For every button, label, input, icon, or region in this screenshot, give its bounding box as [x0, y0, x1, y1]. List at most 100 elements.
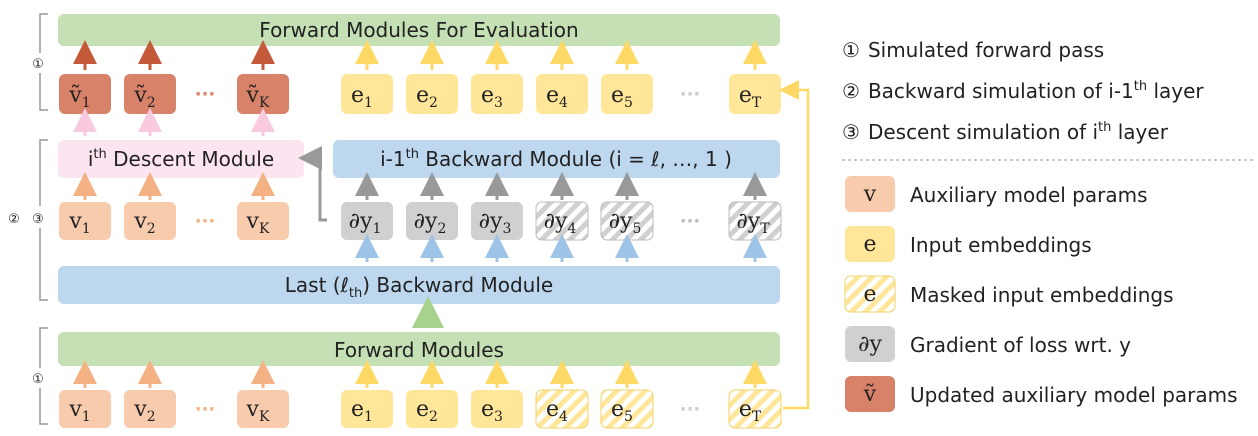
ellipsis: ··· — [680, 399, 701, 420]
legend: ① Simulated forward pass ② Backward simula… — [842, 38, 1255, 412]
embedding-label: eT — [739, 397, 762, 425]
descent-arrows — [73, 108, 275, 136]
embedding-box-masked — [535, 389, 589, 429]
embedding-label: e5 — [611, 397, 633, 425]
updated-param-box — [237, 74, 289, 114]
legend-symbol: v — [863, 182, 877, 207]
marker-bottom: ① — [32, 372, 44, 387]
gradient-row: ∂y1 ∂y2 ∂y3 ∂y4 ∂y5 ··· ∂yT — [341, 201, 782, 241]
gradient-label: ∂y4 — [544, 209, 577, 237]
embedding-box — [601, 74, 653, 114]
param-label: v1 — [68, 397, 90, 425]
forward-modules-label: Forward Modules — [334, 338, 504, 362]
legend-swatch-aux-params — [845, 176, 895, 212]
backward-module-box — [333, 140, 780, 178]
legend-symbol: e — [863, 232, 876, 257]
updated-param-label: ṽ1 — [68, 83, 90, 111]
legend-swatch-embeddings — [845, 226, 895, 262]
descent-module-label: ith Descent Module — [88, 147, 274, 171]
last-backward-module-label: Last (ℓth) Backward Module — [285, 273, 553, 301]
param-box — [237, 390, 289, 428]
embedding-box-masked — [600, 389, 654, 429]
legend-swatch-masked-embeddings — [844, 275, 896, 313]
param-box — [237, 202, 289, 240]
gradient-label: ∂y3 — [479, 209, 512, 237]
backward-up-arrows — [355, 234, 767, 262]
bottom-arrows — [73, 360, 767, 388]
gradient-box — [471, 202, 523, 240]
embedding-label: e1 — [351, 83, 373, 111]
param-label: v1 — [68, 209, 90, 237]
legend-label: Masked input embeddings — [910, 283, 1174, 307]
embedding-box-masked — [728, 389, 782, 429]
gradient-label: ∂yT — [736, 209, 770, 237]
legend-symbol: ∂y — [858, 332, 882, 357]
param-box — [59, 202, 111, 240]
param-box — [59, 390, 111, 428]
embedding-label: e4 — [546, 397, 568, 425]
legend-swatch-gradient — [845, 326, 895, 362]
marker-middle-2: ② — [8, 212, 20, 227]
middle-param-row: v1 v2 ··· vK — [59, 202, 289, 240]
embedding-box — [471, 74, 523, 114]
embedding-box — [471, 390, 523, 428]
updated-param-box — [59, 74, 111, 114]
param-label: v2 — [133, 209, 155, 237]
embedding-box — [406, 390, 458, 428]
bottom-embedding-row: e1 e2 e3 e4 e5 ··· eT — [341, 389, 782, 429]
marker-top: ① — [32, 57, 44, 72]
updated-param-label: ṽ2 — [133, 83, 155, 111]
embedding-label: e3 — [481, 83, 503, 111]
marker-middle-3: ③ — [32, 212, 44, 227]
param-label: v2 — [133, 397, 155, 425]
ellipsis: ··· — [680, 84, 701, 105]
embedding-box — [341, 74, 393, 114]
last-backward-module-box — [58, 266, 780, 304]
gradient-to-descent-arrow — [298, 146, 327, 222]
param-box — [124, 390, 176, 428]
embedding-label: eT — [739, 83, 762, 111]
gradient-box — [406, 202, 458, 240]
legend-step-1: ① Simulated forward pass — [842, 38, 1104, 62]
param-up-arrows-mid — [73, 172, 275, 200]
embedding-box — [341, 390, 393, 428]
ellipsis: ··· — [680, 211, 701, 232]
ellipsis: ··· — [195, 399, 216, 420]
legend-step-2: ② Backward simulation of i-1th layer — [842, 79, 1204, 103]
embedding-box — [406, 74, 458, 114]
param-label: vK — [246, 397, 270, 425]
descent-module-box — [58, 140, 304, 178]
embedding-label: e1 — [351, 397, 373, 425]
legend-label: Gradient of loss wrt. y — [910, 333, 1131, 357]
ellipsis: ··· — [195, 211, 216, 232]
embedding-label: e5 — [611, 83, 633, 111]
updated-param-box — [124, 74, 176, 114]
ellipsis: ··· — [195, 84, 216, 105]
embedding-label: e3 — [481, 397, 503, 425]
gradient-label: ∂y1 — [349, 209, 382, 237]
embedding-label: e2 — [416, 397, 438, 425]
embedding-box — [536, 74, 588, 114]
legend-label: Auxiliary model params — [910, 183, 1148, 207]
top-embedding-row: e1 e2 e3 e4 e5 ··· eT — [341, 74, 781, 114]
legend-symbol: ṽ — [863, 382, 877, 407]
embedding-box — [729, 74, 781, 114]
gradient-label: ∂y5 — [609, 209, 642, 237]
gradient-up-arrows — [355, 172, 767, 200]
gradient-box — [341, 202, 393, 240]
bottom-param-row: v1 v2 ··· vK — [59, 390, 289, 428]
legend-step-3: ③ Descent simulation of ith layer — [842, 120, 1169, 144]
forward-modules-bar — [58, 332, 780, 366]
param-box — [124, 202, 176, 240]
top-arrows — [73, 40, 767, 70]
backward-module-label: i-1th Backward Module (i = ℓ, …, 1 ) — [380, 147, 732, 171]
legend-label: Updated auxiliary model params — [910, 383, 1238, 407]
forward-eval-label: Forward Modules For Evaluation — [259, 18, 578, 42]
param-label: vK — [246, 209, 270, 237]
legend-symbol: e — [863, 282, 876, 307]
legend-swatch-updated-params — [845, 376, 895, 412]
legend-label: Input embeddings — [910, 233, 1092, 257]
embedding-loop-arrow — [779, 80, 810, 410]
updated-param-row: ṽ1 ṽ2 ··· ṽK — [59, 74, 289, 114]
